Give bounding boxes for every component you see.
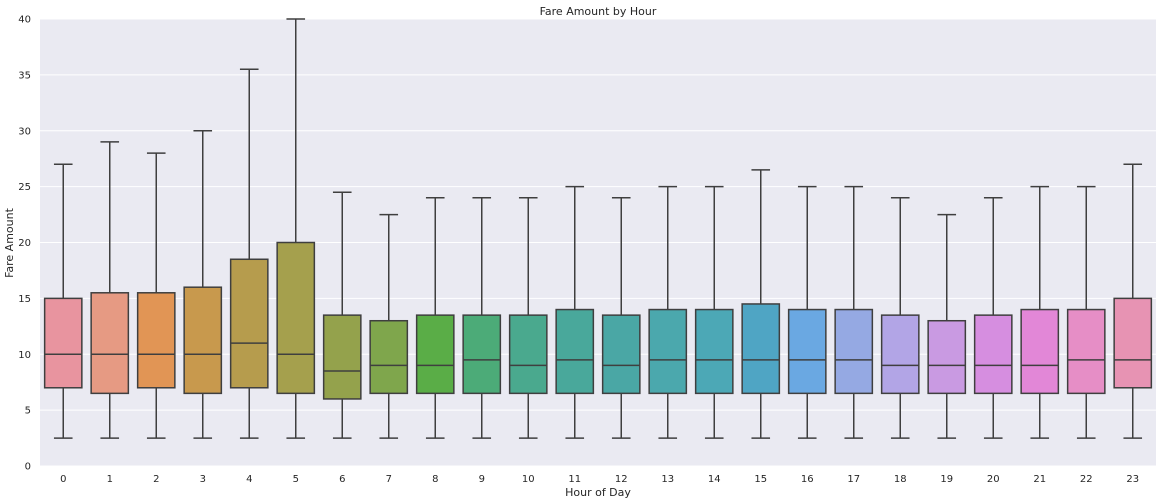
y-tick-label: 35 — [18, 70, 31, 81]
x-tick-label: 6 — [339, 474, 345, 485]
box-hour-1 — [90, 141, 130, 439]
x-tick-label: 13 — [661, 474, 674, 485]
x-tick-label: 17 — [847, 474, 860, 485]
box-hour-13 — [648, 185, 688, 439]
box-hour-21 — [1020, 185, 1060, 439]
x-tick-label: 19 — [940, 474, 953, 485]
y-tick-label: 5 — [25, 406, 31, 417]
x-tick-label: 4 — [246, 474, 252, 485]
y-tick-label: 20 — [18, 238, 31, 249]
x-tick-label: 18 — [894, 474, 907, 485]
iqr-box — [927, 319, 967, 395]
y-tick-labels: 0 5 10 15 20 25 30 35 40 — [18, 15, 31, 473]
y-tick-label: 30 — [18, 126, 31, 137]
y-tick-label: 25 — [18, 182, 31, 193]
iqr-box — [834, 308, 874, 395]
box-hour-17 — [834, 185, 874, 439]
box-hour-14 — [694, 185, 734, 439]
box-hour-20 — [973, 197, 1013, 439]
box-hour-12 — [601, 197, 641, 439]
x-tick-label: 22 — [1080, 474, 1093, 485]
iqr-box — [694, 308, 734, 395]
iqr-box — [1020, 308, 1060, 395]
iqr-box — [648, 308, 688, 395]
x-axis-label: Hour of Day — [565, 486, 631, 499]
box-hour-4 — [229, 68, 269, 439]
x-tick-label: 20 — [987, 474, 1000, 485]
box-hour-6 — [322, 191, 362, 439]
x-tick-label: 16 — [801, 474, 814, 485]
iqr-box — [90, 292, 130, 395]
iqr-box — [322, 314, 362, 400]
box-hour-10 — [508, 197, 548, 439]
x-tick-label: 0 — [60, 474, 66, 485]
iqr-box — [369, 319, 409, 395]
x-tick-label: 9 — [479, 474, 485, 485]
x-tick-label: 5 — [293, 474, 299, 485]
x-tick-label: 23 — [1126, 474, 1139, 485]
box-hour-16 — [787, 185, 827, 439]
x-tick-label: 1 — [107, 474, 113, 485]
box-hour-22 — [1066, 185, 1106, 439]
iqr-box — [229, 258, 269, 389]
iqr-box — [183, 286, 223, 395]
iqr-box — [1066, 308, 1106, 395]
iqr-box — [136, 292, 176, 389]
box-hour-15 — [741, 169, 781, 439]
box-hour-0 — [43, 163, 83, 439]
y-tick-label: 10 — [18, 350, 31, 361]
iqr-box — [1113, 297, 1153, 389]
iqr-box — [787, 308, 827, 395]
box-hour-23 — [1113, 163, 1153, 439]
x-tick-label: 11 — [568, 474, 581, 485]
x-tick-labels: 0 1 2 3 4 5 6 7 8 9 10 11 12 13 14 15 16 17 18 19 20 21 22 23 — [60, 474, 1139, 485]
x-tick-label: 3 — [200, 474, 206, 485]
box-hour-9 — [462, 197, 502, 439]
box-hour-18 — [880, 197, 920, 439]
x-tick-label: 8 — [432, 474, 438, 485]
box-hour-5 — [276, 18, 316, 439]
x-tick-label: 2 — [153, 474, 159, 485]
box-hour-11 — [555, 185, 595, 439]
box-hour-19 — [927, 213, 967, 439]
iqr-box — [880, 314, 920, 395]
y-tick-label: 0 — [25, 462, 31, 473]
iqr-box — [43, 297, 83, 389]
iqr-box — [462, 314, 502, 395]
y-tick-label: 40 — [18, 15, 31, 26]
box-hour-2 — [136, 152, 176, 439]
iqr-box — [555, 308, 595, 395]
iqr-box — [276, 241, 316, 395]
x-tick-label: 14 — [708, 474, 721, 485]
iqr-box — [741, 303, 781, 395]
iqr-box — [508, 314, 548, 395]
grid-lines — [40, 18, 1156, 467]
x-tick-label: 21 — [1033, 474, 1046, 485]
box-hour-8 — [415, 197, 455, 439]
iqr-box — [415, 314, 455, 395]
x-tick-label: 12 — [615, 474, 628, 485]
iqr-box — [601, 314, 641, 395]
x-tick-label: 7 — [386, 474, 392, 485]
x-tick-label: 15 — [754, 474, 767, 485]
boxes-layer — [43, 18, 1153, 439]
box-hour-3 — [183, 130, 223, 439]
y-axis-label: Fare Amount — [3, 207, 16, 278]
x-tick-label: 10 — [522, 474, 535, 485]
iqr-box — [973, 314, 1013, 395]
y-tick-label: 15 — [18, 294, 31, 305]
box-hour-7 — [369, 213, 409, 439]
chart-title: Fare Amount by Hour — [540, 5, 657, 18]
